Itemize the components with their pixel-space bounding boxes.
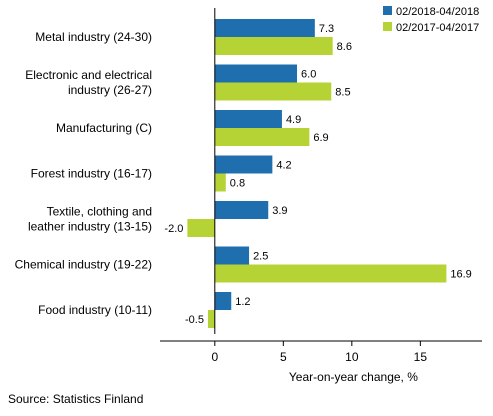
category-label-metal-industry-24-30: Metal industry (24-30) xyxy=(35,30,152,44)
bar-food-industry-10-11-series-1 xyxy=(214,292,232,310)
category-label-food-industry-10-11: Food industry (10-11) xyxy=(38,303,152,317)
category-label-manufacturing-c: Manufacturing (C) xyxy=(56,121,152,135)
legend-swatch-series-1 xyxy=(383,6,392,15)
source-note: Source: Statistics Finland xyxy=(8,392,144,406)
bar-forest-industry-16-17-series-1 xyxy=(214,155,273,174)
bar-textile-clothing-and-leather-industry-13-15-series-2 xyxy=(187,219,215,237)
legend-label-series-2: 02/2017-04/2017 xyxy=(396,22,479,34)
labels-layer: 7.38.6 Metal industry (24-30) 6.0 8.5 Electr… xyxy=(15,23,472,326)
data-label-manufacturing-c-series-1: 4.9 xyxy=(286,114,301,126)
legend-label-series-1: 02/2018-04/2018 xyxy=(396,6,479,18)
bar-forest-industry-16-17-series-2 xyxy=(214,173,226,192)
bar-chemical-industry-19-22-series-2 xyxy=(214,264,447,283)
category-label-electronic-and-electrical-industry-26-27-line-2: industry (26-27) xyxy=(68,83,152,97)
bar-textile-clothing-and-leather-industry-13-15-series-1 xyxy=(214,201,269,219)
category-label-textile-clothing-and-leather-industry-13-15-line-2: leather industry (13-15) xyxy=(28,220,152,234)
bar-chemical-industry-19-22-series-1 xyxy=(214,246,250,265)
data-label-metal-industry-24-30-series-1: 7.3 xyxy=(319,23,334,35)
data-label-forest-industry-16-17-series-2: 0.8 xyxy=(230,178,245,190)
bars-layer xyxy=(187,19,447,328)
data-label-forest-industry-16-17-series-1: 4.2 xyxy=(276,160,291,172)
bar-electronic-and-electrical-industry-26-27-series-2 xyxy=(214,82,332,101)
data-label-chemical-industry-19-22-series-2: 16.9 xyxy=(450,269,471,281)
data-label-food-industry-10-11-series-1: 1.2 xyxy=(235,296,250,308)
data-label-textile-clothing-and-leather-industry-13-15-series-1: 3.9 xyxy=(272,205,287,217)
axes-layer: 0 5 10 15 Year-on-year change, % xyxy=(160,8,482,384)
bar-manufacturing-c-series-1 xyxy=(214,110,282,128)
data-label-food-industry-10-11-series-2: -0.5 xyxy=(185,314,204,326)
data-label-metal-industry-24-30-series-2: 8.6 xyxy=(337,41,352,53)
data-label-manufacturing-c-series-2: 6.9 xyxy=(313,132,328,144)
x-axis-title: Year-on-year change, % xyxy=(289,370,418,384)
legend-swatch-series-2 xyxy=(383,22,392,31)
category-label-forest-industry-16-17: Forest industry (16-17) xyxy=(31,167,152,181)
data-label-textile-clothing-and-leather-industry-13-15-series-2: -2.0 xyxy=(164,223,183,235)
x-tick-label-15: 15 xyxy=(414,350,428,364)
category-label-electronic-and-electrical-industry-26-27-line-1: Electronic and electrical xyxy=(25,68,152,82)
bar-electronic-and-electrical-industry-26-27-series-1 xyxy=(214,64,298,83)
x-tick-label-10: 10 xyxy=(345,350,359,364)
data-label-electronic-and-electrical-industry-26-27-series-1: 6.0 xyxy=(301,69,316,81)
bar-manufacturing-c-series-2 xyxy=(214,128,310,146)
data-label-electronic-and-electrical-industry-26-27-series-2: 8.5 xyxy=(335,87,350,99)
bar-metal-industry-24-30-series-2 xyxy=(214,37,333,55)
x-tick-label-0: 0 xyxy=(211,350,218,364)
category-label-chemical-industry-19-22: Chemical industry (19-22) xyxy=(15,258,152,272)
category-label-textile-clothing-and-leather-industry-13-15-line-1: Textile, clothing and xyxy=(47,205,152,219)
bar-food-industry-10-11-series-2 xyxy=(207,310,215,328)
x-tick-label-5: 5 xyxy=(280,350,287,364)
data-label-chemical-industry-19-22-series-1: 2.5 xyxy=(253,251,268,263)
legend: 02/2018-04/2018 02/2017-04/2017 xyxy=(383,6,479,34)
bar-metal-industry-24-30-series-1 xyxy=(214,19,315,37)
